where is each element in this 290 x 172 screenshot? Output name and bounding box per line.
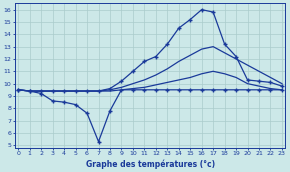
X-axis label: Graphe des températures (°c): Graphe des températures (°c) <box>86 159 215 169</box>
